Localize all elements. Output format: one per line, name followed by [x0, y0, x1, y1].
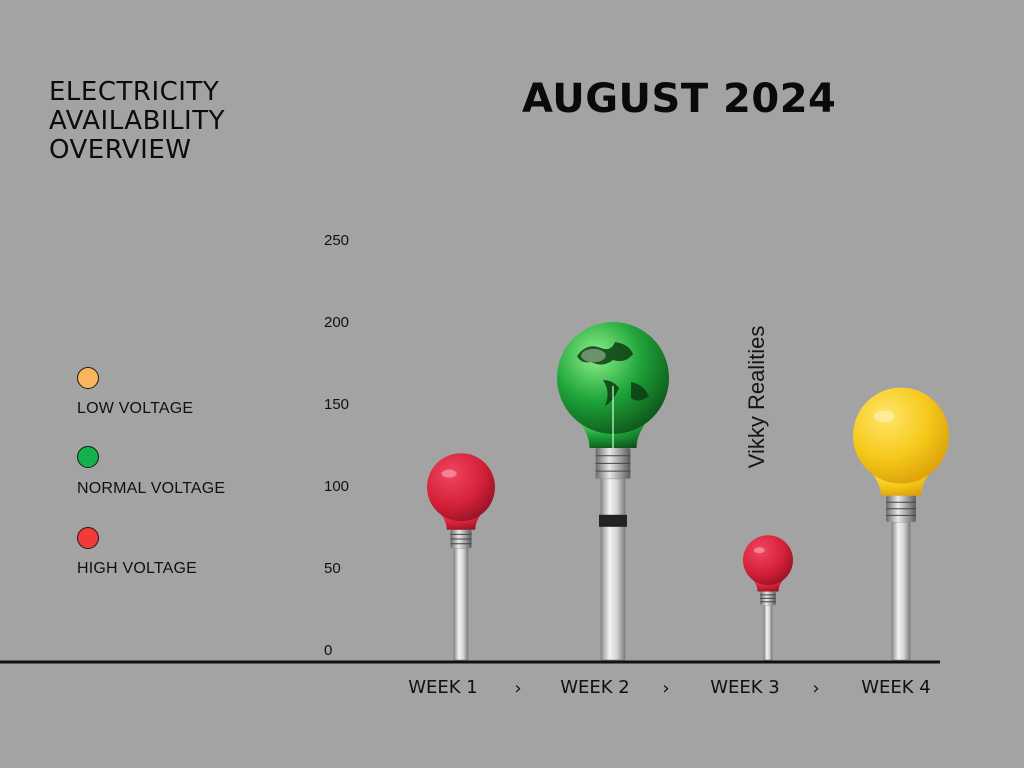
y-tick-label-0: 0	[324, 642, 332, 659]
bar-2-bulb	[557, 322, 669, 661]
y-axis: 0 50 100 150 200 250	[324, 232, 349, 659]
x-tick-label-week-2: WEEK 2	[560, 677, 630, 698]
x-tick-label-week-3: WEEK 3	[710, 677, 780, 698]
bar-2-globe-continent-2	[603, 380, 619, 406]
x-tick-label-week-1: WEEK 1	[408, 677, 478, 698]
y-tick-label-50: 50	[324, 560, 341, 577]
y-tick-label-150: 150	[324, 396, 349, 413]
bar-1-stem	[453, 548, 469, 661]
subtitle-line-1: ELECTRICITY	[49, 77, 220, 107]
chart-title: AUGUST 2024	[522, 76, 837, 122]
y-tick-label-250: 250	[324, 232, 349, 249]
bar-4-bulb	[853, 387, 949, 661]
y-tick-label-200: 200	[324, 314, 349, 331]
bar-2-globe-continent-1	[577, 342, 633, 365]
legend-dot-low-voltage	[77, 367, 99, 389]
bars-group	[427, 322, 949, 661]
x-separator-chevron-icon-1: ›	[514, 678, 521, 699]
x-separator-chevron-icon-3: ›	[812, 678, 819, 699]
watermark: Vikky Realities	[744, 325, 769, 469]
x-tick-label-week-4: WEEK 4	[861, 677, 931, 698]
bar-1-highlight	[441, 469, 457, 478]
bar-3-bulb-glass	[743, 535, 793, 586]
x-separator-chevron-icon-2: ›	[662, 678, 669, 699]
subtitle-line-2: AVAILABILITY	[49, 106, 225, 136]
legend-label-high-voltage: HIGH VOLTAGE	[77, 560, 198, 577]
x-axis: WEEK 1 WEEK 2 WEEK 3 WEEK 4 › › ›	[408, 677, 931, 699]
legend-dot-high-voltage	[77, 527, 99, 549]
bar-1-bulb-glass	[427, 453, 495, 522]
bar-2-stem-band	[599, 514, 627, 527]
bar-2-globe-continent-3	[631, 382, 649, 401]
legend-label-low-voltage: LOW VOLTAGE	[77, 400, 194, 417]
legend-label-normal-voltage: NORMAL VOLTAGE	[77, 480, 226, 497]
bar-4-highlight	[873, 410, 895, 423]
subtitle-line-3: OVERVIEW	[49, 135, 192, 165]
legend-dot-normal-voltage	[77, 446, 99, 468]
bar-3-highlight	[753, 547, 765, 554]
bar-2-stem	[600, 478, 626, 661]
bar-4-bulb-glass	[853, 387, 949, 484]
bar-2-highlight	[581, 348, 606, 363]
bar-4-stem	[891, 521, 911, 661]
chart-subtitle: ELECTRICITY AVAILABILITY OVERVIEW	[49, 78, 309, 165]
bar-3-stem	[763, 604, 773, 661]
bar-1-bulb	[427, 453, 495, 661]
y-tick-label-100: 100	[324, 478, 349, 495]
bar-3-bulb	[743, 535, 793, 661]
